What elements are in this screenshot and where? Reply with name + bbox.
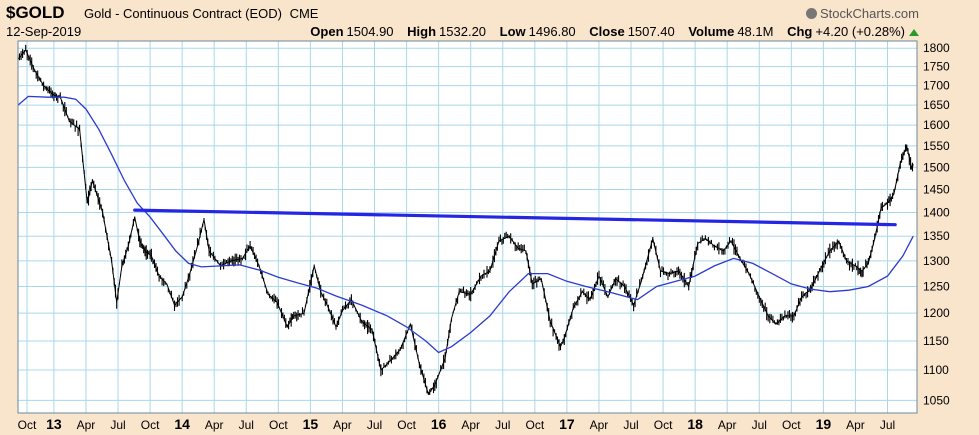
- change-value: +4.20 (+0.28%): [815, 24, 905, 39]
- open-value: 1504.90: [346, 24, 394, 39]
- x-tick-label: Oct: [525, 418, 544, 432]
- x-tick-label: 14: [174, 416, 190, 432]
- x-tick-label: Jul: [752, 418, 767, 432]
- y-tick-label: 1550: [923, 139, 950, 153]
- y-tick-label: 1650: [923, 98, 950, 112]
- change-label: Chg: [787, 24, 813, 39]
- high-label: High: [407, 24, 437, 39]
- x-tick-label: Apr: [846, 418, 865, 432]
- y-tick-label: 1600: [923, 118, 950, 132]
- x-tick-label: Oct: [18, 418, 37, 432]
- y-tick-label: 1350: [923, 229, 950, 243]
- x-tick-label: Jul: [880, 418, 895, 432]
- x-tick-label: Apr: [461, 418, 480, 432]
- exchange-text: CME: [289, 6, 319, 21]
- contract-description: Gold - Continuous Contract (EOD) CME: [84, 6, 318, 21]
- y-tick-label: 1800: [923, 41, 950, 55]
- x-tick-label: Apr: [718, 418, 737, 432]
- chart-date: 12-Sep-2019: [6, 24, 82, 39]
- x-tick-label: Oct: [782, 418, 801, 432]
- y-tick-label: 1300: [923, 254, 950, 268]
- up-arrow-icon: [909, 29, 919, 36]
- x-tick-label: Apr: [590, 418, 609, 432]
- brand-text: StockCharts.com: [820, 6, 919, 21]
- volume-value: 48.1M: [737, 24, 774, 39]
- plot-border: [17, 40, 918, 414]
- x-tick-label: 16: [431, 416, 447, 432]
- x-tick-label: 19: [816, 416, 832, 432]
- x-tick-label: Apr: [333, 418, 352, 432]
- open-label: Open: [310, 24, 344, 39]
- ohlc-stats: Open 1504.90 High 1532.20 Low 1496.80 Close…: [300, 24, 919, 39]
- high-value: 1532.20: [439, 24, 487, 39]
- x-tick-label: 17: [559, 416, 575, 432]
- y-tick-label: 1200: [923, 306, 950, 320]
- low-label: Low: [499, 24, 526, 39]
- low-value: 1496.80: [528, 24, 576, 39]
- ticker-symbol: $GOLD: [6, 3, 65, 22]
- price-line: [17, 49, 914, 396]
- y-tick-label: 1750: [923, 60, 950, 74]
- x-tick-label: Oct: [141, 418, 160, 432]
- y-tick-label: 1250: [923, 280, 950, 294]
- y-tick-label: 1400: [923, 205, 950, 219]
- x-tick-label: 15: [303, 416, 319, 432]
- x-tick-label: Jul: [623, 418, 638, 432]
- x-tick-label: Apr: [77, 418, 96, 432]
- copyright-icon: [806, 8, 818, 19]
- x-tick-label: Oct: [397, 418, 416, 432]
- x-tick-label: 18: [687, 416, 703, 432]
- x-tick-label: Jul: [495, 418, 510, 432]
- x-tick-label: Oct: [269, 418, 288, 432]
- x-tick-label: Jul: [239, 418, 254, 432]
- x-tick-label: Oct: [654, 418, 673, 432]
- volume-label: Volume: [688, 24, 735, 39]
- x-tick-label: Apr: [205, 418, 224, 432]
- y-tick-label: 1050: [923, 393, 950, 407]
- brand-link[interactable]: StockCharts.com: [806, 6, 919, 21]
- close-value: 1507.40: [627, 24, 675, 39]
- y-tick-label: 1450: [923, 183, 950, 197]
- y-tick-label: 1700: [923, 79, 950, 93]
- y-tick-label: 1150: [923, 334, 949, 348]
- y-tick-label: 1100: [923, 363, 949, 377]
- moving-average-line: [17, 95, 914, 354]
- description-text: Gold - Continuous Contract (EOD): [84, 6, 282, 21]
- x-tick-label: Jul: [367, 418, 382, 432]
- plot-area: [18, 41, 917, 413]
- y-tick-label: 1500: [923, 160, 950, 174]
- chart-header: $GOLD Gold - Continuous Contract (EOD) C…: [0, 0, 979, 40]
- x-tick-label: Jul: [110, 418, 125, 432]
- trendline: [133, 208, 897, 227]
- close-label: Close: [589, 24, 625, 39]
- x-tick-label: 13: [46, 416, 62, 432]
